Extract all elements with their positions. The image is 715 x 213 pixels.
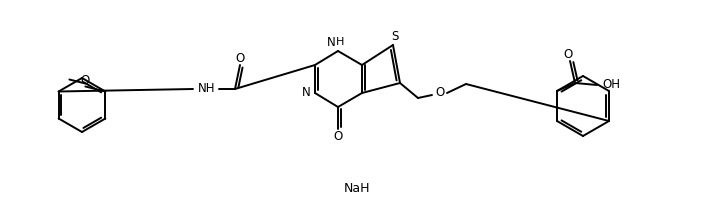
Text: O: O bbox=[333, 130, 342, 142]
Text: NH: NH bbox=[198, 82, 216, 95]
Text: N: N bbox=[302, 86, 310, 99]
Text: O: O bbox=[81, 74, 90, 87]
Text: NaH: NaH bbox=[344, 181, 370, 194]
Text: N: N bbox=[327, 36, 335, 49]
Text: O: O bbox=[235, 52, 245, 65]
Text: OH: OH bbox=[602, 79, 620, 92]
Text: S: S bbox=[391, 30, 399, 43]
Text: H: H bbox=[336, 37, 344, 47]
Text: O: O bbox=[563, 47, 573, 60]
Text: O: O bbox=[435, 85, 445, 98]
